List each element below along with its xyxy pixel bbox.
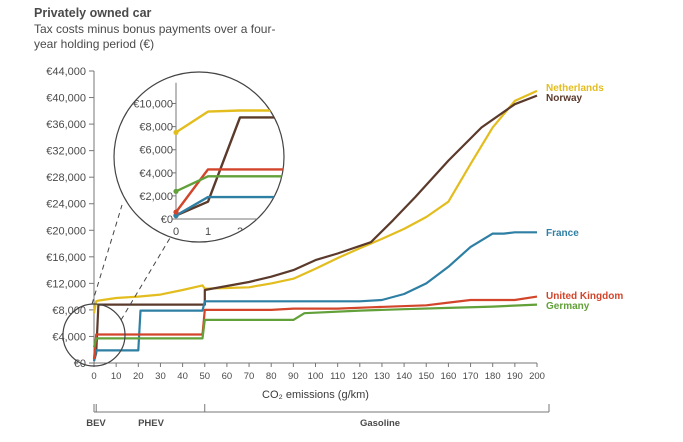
x-tick-label: 60	[222, 371, 233, 382]
x-tick-label: 130	[374, 371, 390, 382]
y-tick-label: €28,000	[46, 172, 86, 184]
legend-label-norway: Norway	[546, 93, 583, 104]
group-label-gasoline: Gasoline	[360, 418, 400, 429]
x-tick-label: 120	[352, 371, 368, 382]
x-axis-label: CO₂ emissions (g/km)	[262, 389, 369, 401]
y-tick-label: €20,000	[46, 225, 86, 237]
y-tick-label: €44,000	[46, 66, 86, 78]
x-tick-label: 110	[330, 371, 345, 382]
x-tick-label: 150	[418, 371, 434, 382]
x-tick-label: 180	[485, 371, 501, 382]
inset-y-tick-label: €4,000	[139, 168, 173, 180]
series-line-germany	[92, 303, 538, 348]
series-line-united-kingdom	[92, 295, 538, 360]
y-tick-label: €40,000	[46, 93, 86, 105]
axes: €0 €4,000 €8,000 €12,000 €16,000 €20,000 €24,0…	[46, 66, 545, 401]
inset-y-tick-label: €10,000	[133, 99, 173, 111]
y-tick-label: €36,000	[46, 119, 86, 131]
x-tick-label: 70	[244, 371, 255, 382]
x-tick-label: 80	[266, 371, 277, 382]
legend-label-netherlands: Netherlands	[546, 83, 604, 94]
legend-label-germany: Germany	[546, 301, 590, 312]
zoom-source-circle	[62, 303, 126, 367]
series-line-france	[92, 231, 537, 362]
group-label-bev: BEV	[86, 418, 106, 429]
x-tick-label: 10	[111, 371, 122, 382]
series-line-netherlands	[92, 89, 538, 314]
zoom-connector	[91, 204, 123, 305]
y-tick-label: €32,000	[46, 146, 86, 158]
x-tick-label: 170	[463, 371, 479, 382]
inset-start-point	[173, 188, 179, 194]
inset-start-point	[173, 129, 179, 136]
legend-label-france: France	[546, 228, 579, 239]
x-tick-label: 190	[507, 371, 523, 382]
inset-x-tick-label: 1	[205, 226, 211, 238]
x-tick-label: 0	[91, 371, 96, 382]
series-line-norway	[92, 94, 538, 362]
inset-x-tick-label: 0	[173, 226, 179, 238]
y-tick-label: €12,000	[46, 278, 86, 290]
series-lines	[92, 89, 538, 362]
inset-series-line-norway	[175, 116, 284, 217]
y-tick-label: €24,000	[46, 199, 86, 211]
x-tick-label: 90	[288, 371, 299, 382]
x-tick-label: 40	[177, 371, 188, 382]
inset-x-tick-label: 3	[269, 226, 275, 238]
x-tick-label: 200	[529, 371, 545, 382]
x-tick-label: 50	[199, 371, 210, 382]
inset-series-line-germany	[175, 175, 284, 193]
inset-series-line-france	[175, 195, 284, 217]
vehicle-groups: BEV PHEV Gasoline	[86, 404, 550, 429]
inset-y-tick-label: €8,000	[139, 122, 173, 134]
inset-y-tick-label: €2,000	[139, 191, 173, 203]
x-tick-label: 20	[133, 371, 144, 382]
inset-y-tick-label: €0	[161, 214, 173, 226]
x-tick-label: 100	[308, 371, 324, 382]
y-tick-label: €16,000	[46, 252, 86, 264]
chart-subtitle: Tax costs minus bonus payments over a fo…	[34, 22, 276, 51]
x-tick-label: 30	[155, 371, 166, 382]
zoom-inset-circle	[113, 71, 285, 243]
x-tick-label: 160	[440, 371, 456, 382]
zoom-connector	[120, 237, 171, 321]
inset-y-tick-label: €6,000	[139, 145, 173, 157]
inset-series-line-united-kingdom	[175, 168, 284, 213]
x-tick-label: 140	[396, 371, 412, 382]
inset-series-line-netherlands	[175, 109, 284, 134]
y-tick-label: €4,000	[52, 331, 86, 343]
inset-start-point	[173, 209, 179, 215]
chart-title: Privately owned car	[34, 6, 152, 20]
y-tick-label: €8,000	[52, 305, 86, 317]
group-label-phev: PHEV	[138, 418, 165, 429]
legend-label-united-kingdom: United Kingdom	[546, 291, 623, 302]
